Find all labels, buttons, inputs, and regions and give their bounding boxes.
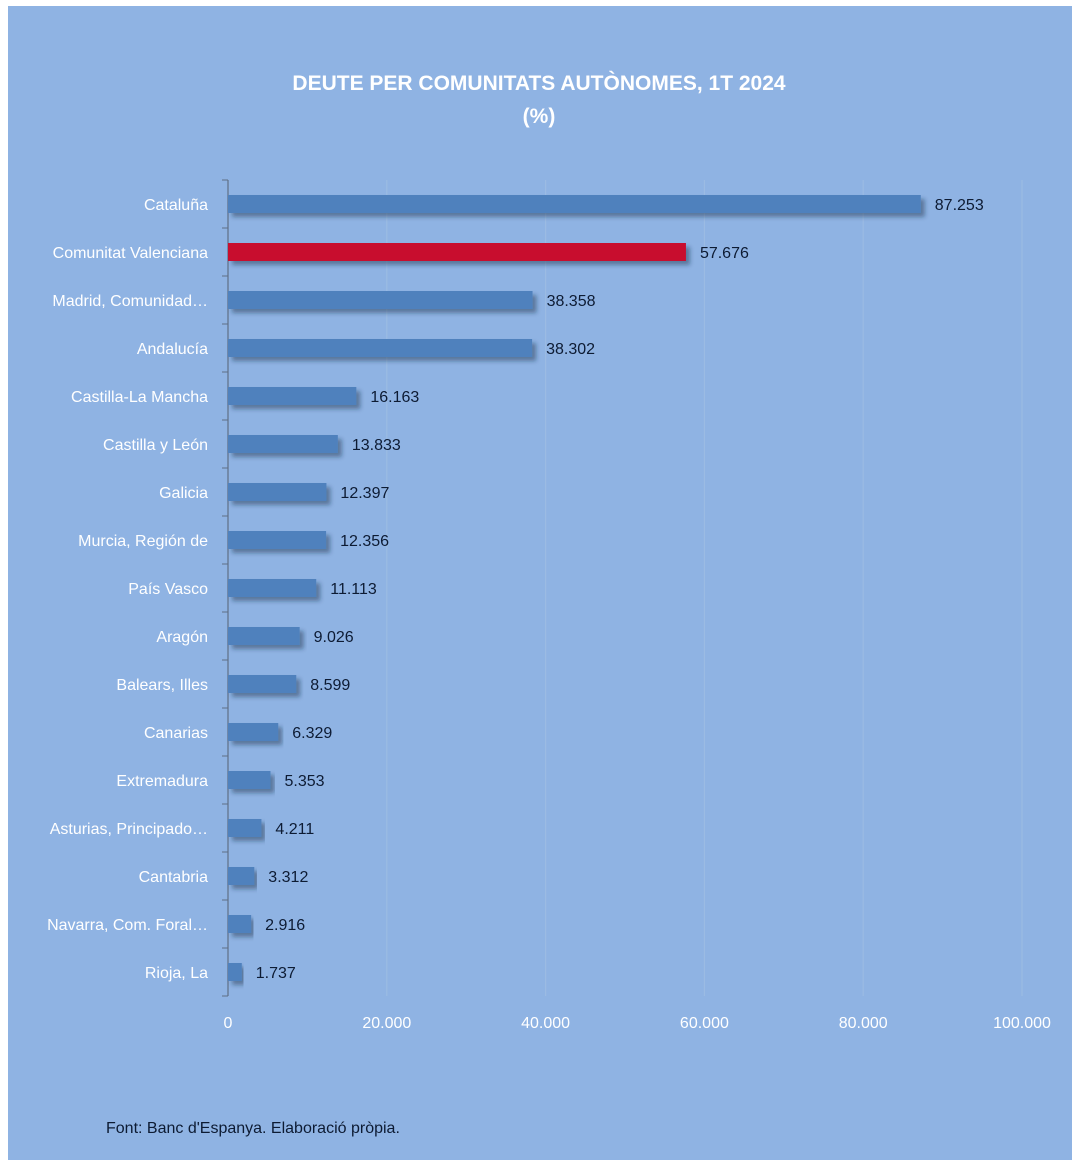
bar [228, 435, 338, 453]
x-tick-label: 100.000 [993, 1015, 1051, 1032]
x-axis-tick-labels: 0 20.000 40.000 60.000 80.000 100.000 [224, 1015, 1051, 1032]
value-label: 8.599 [310, 677, 350, 694]
value-label: 38.302 [546, 341, 595, 358]
bar [228, 531, 327, 549]
value-label: 12.356 [340, 533, 389, 550]
category-label: Canarias [144, 725, 208, 742]
category-label: Asturias, Principado… [50, 821, 208, 838]
value-label: 3.312 [268, 869, 308, 886]
chart-subtitle: (%) [523, 105, 556, 128]
bar [228, 867, 255, 885]
bar [228, 387, 357, 405]
chart-background: DEUTE PER COMUNITATS AUTÒNOMES, 1T 2024 … [8, 6, 1072, 1160]
bars [228, 195, 921, 981]
category-label: Aragón [156, 629, 208, 646]
category-label: Navarra, Com. Foral… [47, 917, 208, 934]
category-label: Comunitat Valenciana [53, 245, 208, 262]
bar [228, 771, 271, 789]
value-label: 16.163 [370, 389, 419, 406]
category-label: Extremadura [116, 773, 208, 790]
bar [228, 963, 242, 981]
chart-title: DEUTE PER COMUNITATS AUTÒNOMES, 1T 2024 [292, 71, 785, 95]
value-label: 11.113 [330, 581, 377, 598]
category-label: Cantabria [139, 869, 208, 886]
x-tick-label: 80.000 [839, 1015, 888, 1032]
bar [228, 243, 686, 261]
category-label: Galicia [159, 485, 208, 502]
x-tick-label: 0 [224, 1015, 233, 1032]
y-axis [222, 179, 229, 997]
bar [228, 819, 262, 837]
x-tick-label: 40.000 [521, 1015, 570, 1032]
x-tick-label: 60.000 [680, 1015, 729, 1032]
value-label: 1.737 [256, 965, 296, 982]
category-label: Castilla y León [103, 437, 208, 454]
x-tick-label: 20.000 [362, 1015, 411, 1032]
bar [228, 291, 533, 309]
category-label: Murcia, Región de [78, 533, 208, 550]
category-label: Cataluña [144, 197, 208, 214]
bar [228, 483, 327, 501]
value-label: 2.916 [265, 917, 305, 934]
value-label: 12.397 [340, 485, 389, 502]
category-label: País Vasco [128, 581, 208, 598]
category-label: Rioja, La [145, 965, 208, 982]
chart-svg: DEUTE PER COMUNITATS AUTÒNOMES, 1T 2024 … [47, 71, 1051, 1032]
value-label: 87.253 [935, 197, 984, 214]
value-label: 5.353 [285, 773, 325, 790]
source-note: Font: Banc d'Espanya. Elaboració pròpia. [106, 1120, 400, 1137]
category-label: Castilla-La Mancha [71, 389, 208, 406]
value-label: 57.676 [700, 245, 749, 262]
category-label: Balears, Illes [116, 677, 208, 694]
category-label: Madrid, Comunidad… [52, 293, 208, 310]
bar [228, 579, 317, 597]
value-label: 38.358 [547, 293, 596, 310]
value-label: 13.833 [352, 437, 401, 454]
value-label: 6.329 [292, 725, 332, 742]
bar [228, 195, 921, 213]
bar [228, 675, 297, 693]
gridlines [386, 180, 1023, 996]
bar [228, 627, 300, 645]
value-label: 4.211 [275, 821, 314, 838]
bar [228, 915, 252, 933]
bar [228, 723, 279, 741]
category-label: Andalucía [137, 341, 208, 358]
value-labels: 87.253 57.676 38.358 38.302 16.163 13.833 12.3… [256, 197, 984, 982]
value-label: 9.026 [314, 629, 354, 646]
category-labels: Cataluña Comunitat Valenciana Madrid, Comu… [47, 197, 208, 982]
bar [228, 339, 533, 357]
